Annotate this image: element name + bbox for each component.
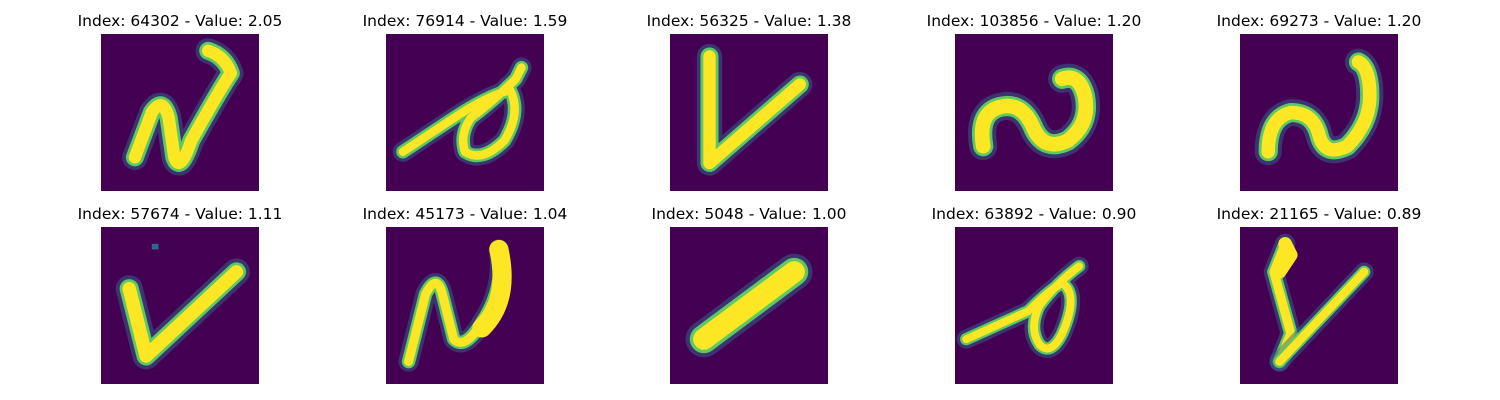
digit-image [386, 34, 544, 191]
panel-title: Index: 76914 - Value: 1.59 [362, 12, 568, 30]
panel-7: Index: 45173 - Value: 1.04 [345, 205, 585, 395]
digit-image [670, 227, 828, 384]
panel-2: Index: 76914 - Value: 1.59 [345, 12, 585, 202]
digit-image [101, 34, 259, 191]
panel-title: Index: 5048 - Value: 1.00 [651, 205, 847, 223]
digit-image [1240, 34, 1398, 191]
panel-9: Index: 63892 - Value: 0.90 [914, 205, 1154, 395]
panel-8: Index: 5048 - Value: 1.00 [629, 205, 869, 395]
panel-5: Index: 69273 - Value: 1.20 [1199, 12, 1439, 202]
panel-title: Index: 56325 - Value: 1.38 [646, 12, 852, 30]
digit-image [955, 34, 1113, 191]
panel-title: Index: 103856 - Value: 1.20 [926, 12, 1142, 30]
digit-image [955, 227, 1113, 384]
panel-title: Index: 57674 - Value: 1.11 [77, 205, 283, 223]
panel-title: Index: 64302 - Value: 2.05 [77, 12, 283, 30]
panel-title: Index: 21165 - Value: 0.89 [1216, 205, 1422, 223]
panel-4: Index: 103856 - Value: 1.20 [914, 12, 1154, 202]
digit-image [101, 227, 259, 384]
panel-3: Index: 56325 - Value: 1.38 [629, 12, 869, 202]
panel-1: Index: 64302 - Value: 2.05 [60, 12, 300, 202]
panel-title: Index: 45173 - Value: 1.04 [362, 205, 568, 223]
panel-10: Index: 21165 - Value: 0.89 [1199, 205, 1439, 395]
digit-image [670, 34, 828, 191]
panel-title: Index: 63892 - Value: 0.90 [931, 205, 1137, 223]
panel-title: Index: 69273 - Value: 1.20 [1216, 12, 1422, 30]
panel-6: Index: 57674 - Value: 1.11 [60, 205, 300, 395]
digit-image [386, 227, 544, 384]
digit-image [1240, 227, 1398, 384]
